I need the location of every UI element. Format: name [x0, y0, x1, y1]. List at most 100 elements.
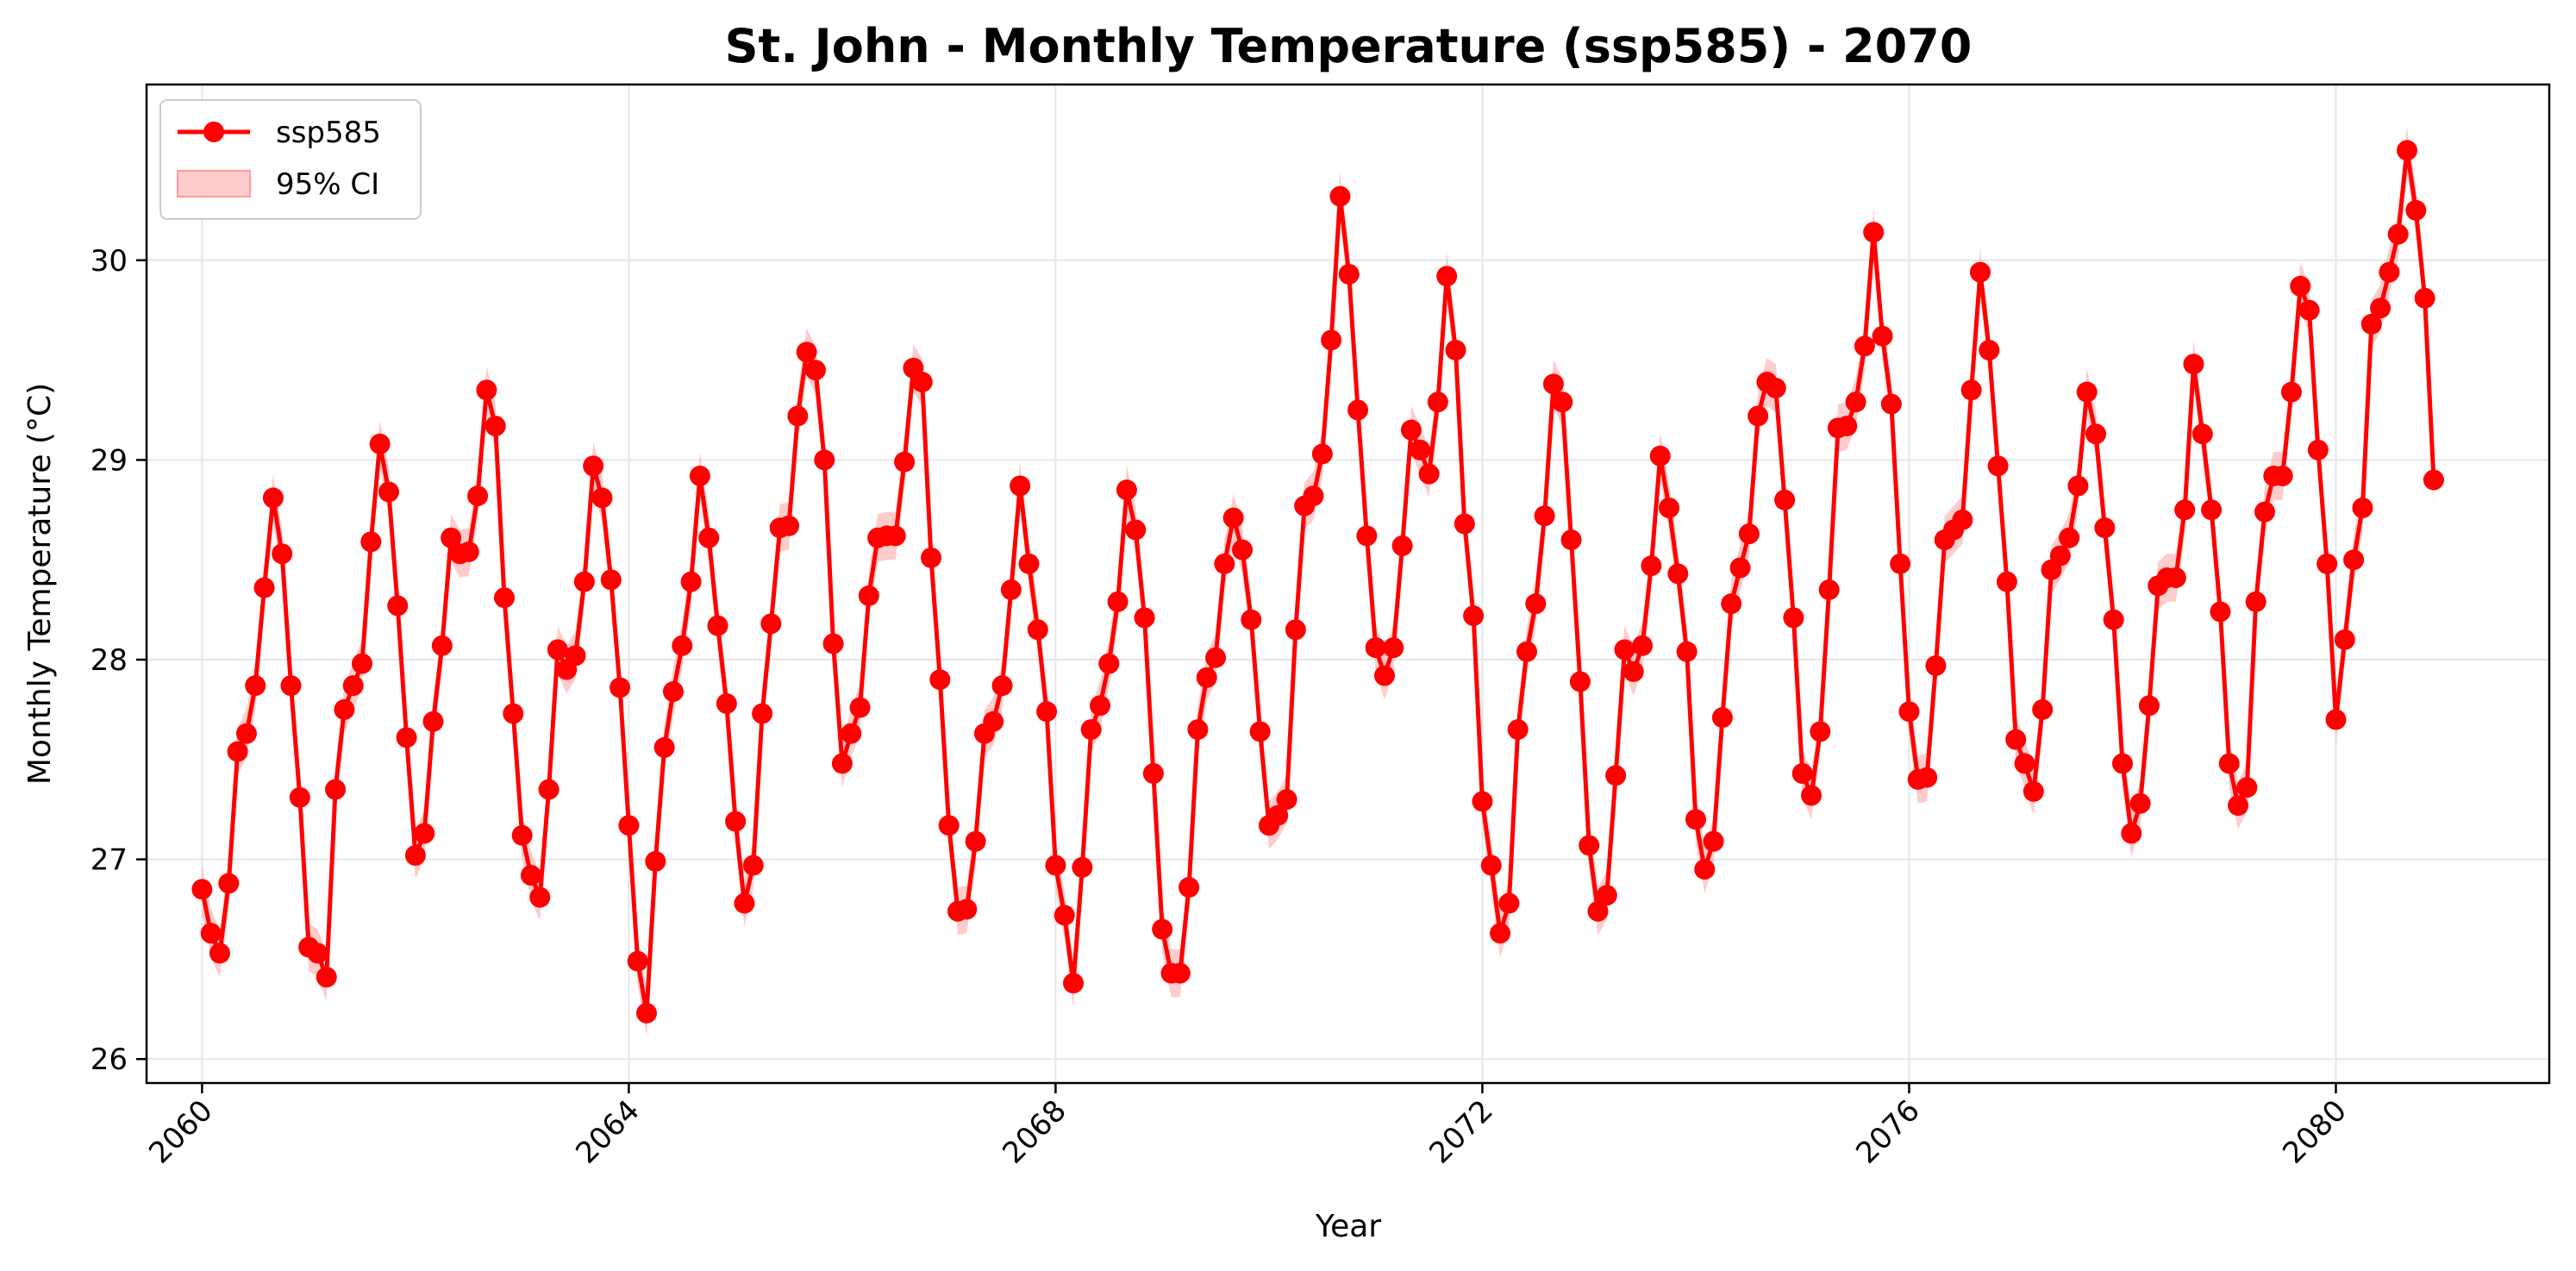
data-point [1285, 619, 1306, 641]
data-point [1498, 892, 1520, 914]
data-point [396, 727, 417, 748]
data-point [1472, 791, 1493, 812]
data-point [316, 967, 337, 988]
legend-ci-label: 95% CI [276, 167, 379, 202]
data-point [1303, 485, 1324, 507]
data-point [2360, 313, 2382, 335]
data-point [1996, 571, 2017, 592]
data-point [227, 741, 248, 762]
data-point [1916, 767, 1938, 788]
data-point [716, 692, 737, 714]
y-axis-ticks: 26 27 28 29 30 [91, 244, 147, 1077]
data-point [1311, 443, 1333, 465]
data-point [2307, 439, 2329, 460]
data-point [672, 635, 693, 656]
data-point [636, 1002, 658, 1024]
legend-series-label: ssp585 [276, 116, 381, 150]
data-point [1089, 695, 1110, 717]
data-point [1222, 507, 1244, 529]
data-point [991, 675, 1013, 697]
data-point [742, 855, 764, 876]
data-point [1836, 416, 1858, 437]
data-point [1196, 667, 1217, 688]
data-point [1134, 607, 1155, 629]
data-point [289, 786, 310, 808]
data-point [2121, 823, 2142, 844]
data-point [787, 405, 809, 427]
data-point [618, 815, 640, 836]
data-point [334, 698, 355, 720]
data-point [325, 779, 347, 800]
data-point [2067, 475, 2089, 497]
data-point [1872, 325, 1893, 347]
data-point [565, 645, 586, 667]
data-point [458, 541, 479, 562]
data-point [1969, 261, 1991, 283]
data-point [351, 653, 372, 674]
data-point [1596, 885, 1617, 906]
data-point [689, 465, 710, 486]
data-point [2236, 777, 2258, 798]
data-point [2059, 527, 2080, 548]
data-point [441, 527, 462, 548]
data-point [2352, 497, 2373, 518]
data-point [1179, 877, 1200, 898]
data-point [2298, 299, 2320, 321]
data-point [858, 585, 879, 606]
data-point [1845, 391, 1866, 413]
data-point [1018, 553, 1040, 574]
data-point [529, 886, 551, 908]
data-point [2183, 354, 2204, 375]
data-point [1490, 923, 1511, 944]
data-point [1863, 222, 1885, 243]
data-point [2280, 381, 2302, 403]
data-point [1791, 763, 1813, 785]
data-point [1329, 185, 1351, 207]
data-point [1152, 918, 1173, 940]
data-point [1748, 405, 1769, 427]
data-point [1276, 789, 1297, 811]
data-point [1080, 719, 1102, 741]
data-point [378, 481, 399, 503]
data-point [1205, 647, 1227, 668]
data-point [1952, 509, 1973, 530]
data-point [1579, 835, 1600, 856]
data-point [1116, 479, 1137, 501]
data-point [1391, 535, 1413, 556]
data-point [1231, 539, 1253, 560]
data-point [707, 615, 728, 636]
y-tick-label: 29 [91, 443, 128, 478]
data-point [2111, 753, 2133, 774]
data-point [1516, 641, 1537, 662]
data-point [911, 372, 933, 393]
data-point [1659, 497, 1680, 518]
data-point [662, 681, 684, 703]
data-point [1694, 859, 1716, 880]
data-point [600, 569, 622, 591]
data-point [1187, 719, 1209, 741]
data-point [307, 942, 328, 964]
data-point [2290, 275, 2311, 297]
data-point [841, 723, 862, 744]
data-point [1783, 607, 1804, 629]
data-point [1098, 653, 1120, 674]
data-point [1890, 553, 1911, 574]
chart-title: St. John - Monthly Temperature (ssp585) … [725, 19, 1973, 73]
data-point [1765, 378, 1786, 399]
data-point [1525, 593, 1547, 615]
data-point [752, 703, 773, 724]
data-point [235, 723, 257, 744]
data-point [1552, 391, 1573, 413]
data-point [1214, 553, 1235, 574]
data-point [209, 942, 230, 964]
data-point [1560, 529, 1582, 551]
data-point [1063, 973, 1085, 994]
data-point [2103, 609, 2124, 630]
legend: ssp585 95% CI [159, 99, 422, 220]
data-point [653, 736, 675, 758]
data-point [2245, 591, 2267, 612]
y-tick-label: 27 [91, 843, 128, 878]
data-point [1400, 419, 1422, 441]
data-point [734, 892, 755, 914]
